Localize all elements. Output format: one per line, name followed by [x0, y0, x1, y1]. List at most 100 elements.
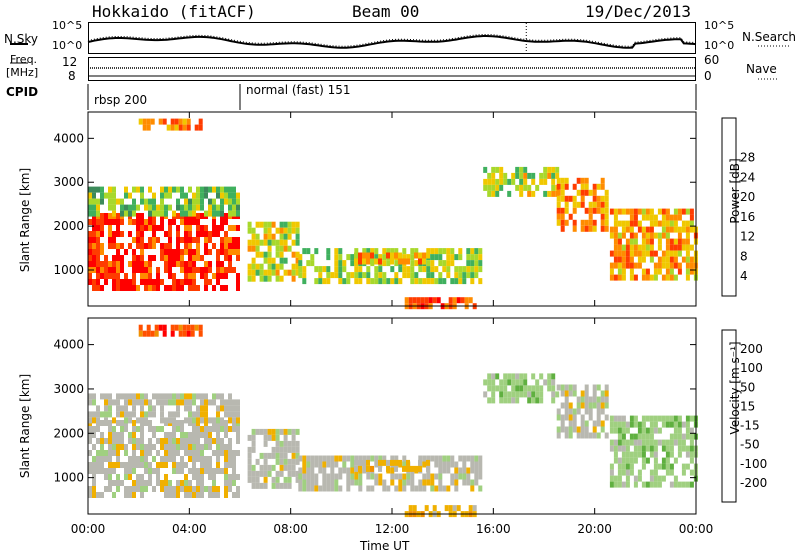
velocity-cell-206 — [176, 486, 180, 492]
power-cell-1172 — [146, 124, 151, 131]
velocity-cell-250 — [196, 426, 200, 432]
velocity-cell-270 — [200, 486, 204, 492]
power-cell-1152 — [428, 297, 433, 304]
velocity-cell-653 — [346, 455, 351, 462]
velocity-cell-520 — [259, 470, 264, 477]
power-cell-470 — [228, 186, 232, 193]
velocity-cell-803 — [366, 459, 370, 466]
velocity-cell-421 — [160, 405, 164, 412]
velocity-cell-548 — [275, 458, 280, 465]
power-cell-995 — [629, 268, 634, 275]
velocity-cell-406 — [140, 417, 144, 424]
power-cell-18 — [92, 261, 96, 267]
power-cell-815 — [499, 172, 504, 179]
power-cell-563 — [287, 269, 292, 276]
power-cell-788 — [398, 252, 402, 259]
velocity-cell-1016 — [621, 481, 626, 488]
power-cell-263 — [196, 255, 200, 261]
velocity-cell-802 — [362, 459, 366, 466]
velocity-cell-1193 — [138, 330, 143, 337]
velocity-cell-1195 — [146, 324, 151, 331]
velocity-cell-1156 — [689, 451, 694, 458]
power-cell-798 — [483, 166, 488, 173]
velocity-cell-1118 — [669, 469, 674, 476]
velocity-cell-182 — [168, 450, 172, 456]
power-cell-294 — [212, 273, 216, 279]
power-cell-258 — [196, 225, 200, 231]
velocity-cell-610 — [310, 461, 315, 468]
velocity-cell-375 — [108, 405, 112, 412]
velocity-cell-931 — [580, 390, 585, 397]
power-cell-257 — [196, 219, 200, 225]
power-cell-684 — [402, 272, 407, 279]
velocity-cell-985 — [609, 481, 614, 488]
power-cell-639 — [366, 248, 371, 255]
velocity-cell-60 — [112, 462, 116, 468]
velocity-cell-149 — [152, 444, 156, 450]
velocity-cell-454 — [196, 393, 200, 400]
velocity-cell-921 — [572, 390, 577, 397]
power-cell-138 — [144, 261, 148, 267]
velocity-cell-920 — [572, 384, 577, 391]
velocity-cell-1015 — [621, 469, 626, 476]
power-cell-862 — [556, 183, 561, 190]
power-cell-1066 — [665, 208, 670, 215]
velocity-cell-590 — [295, 470, 300, 477]
velocity-cell-1023 — [625, 463, 630, 470]
power-cell-509 — [259, 263, 264, 270]
power-cell-693 — [410, 278, 415, 285]
power-cell-721 — [438, 248, 443, 255]
velocity-cell-1075 — [649, 451, 654, 458]
velocity-cell-651 — [342, 461, 347, 468]
power-cell-614 — [338, 272, 343, 279]
power-cell-478 — [232, 204, 236, 211]
velocity-cell-963 — [596, 420, 601, 427]
velocity-cell-1146 — [685, 433, 690, 440]
velocity-cell-835 — [495, 373, 500, 380]
velocity-cell-37 — [104, 438, 108, 444]
power-cell-808 — [491, 184, 496, 191]
velocity-cell-957 — [592, 432, 597, 439]
velocity-cell-773 — [458, 473, 463, 480]
velocity-cell-423 — [160, 417, 164, 424]
velocity-cell-1123 — [673, 433, 678, 440]
power-cell-1045 — [653, 250, 658, 257]
velocity-cell-1213 — [190, 330, 195, 337]
velocity-cell-925 — [572, 426, 577, 433]
power-cell-930 — [600, 219, 605, 226]
velocity-cell-1076 — [649, 469, 654, 476]
velocity-cell-280 — [204, 486, 208, 492]
power-cell-331 — [228, 267, 232, 273]
velocity-cell-328 — [224, 492, 228, 498]
power-cell-302 — [216, 273, 220, 279]
power-cell-498 — [251, 275, 256, 282]
velocity-cell-657 — [346, 485, 351, 492]
velocity-cell-305 — [216, 450, 220, 456]
velocity-cell-533 — [267, 452, 272, 459]
power-cell-616 — [342, 260, 347, 267]
velocity-cell-525 — [263, 452, 268, 459]
velocity-cell-1079 — [653, 415, 658, 422]
velocity-cell-269 — [200, 480, 204, 486]
power-cell-945 — [609, 274, 614, 281]
velocity-cell-513 — [255, 458, 260, 465]
velocity-cell-557 — [279, 464, 284, 471]
power-cell-518 — [263, 269, 268, 276]
power-cell-105 — [132, 237, 136, 243]
power-cell-931 — [600, 225, 605, 232]
power-cell-465 — [220, 204, 224, 211]
power-cell-137 — [144, 243, 148, 249]
velocity-cell-478 — [220, 399, 224, 406]
velocity-cell-688 — [378, 455, 383, 462]
velocity-cell-273 — [204, 426, 208, 432]
power-cell-1018 — [641, 244, 646, 251]
velocity-cell-2 — [88, 432, 92, 438]
velocity-cell-464 — [204, 399, 208, 406]
velocity-cell-408 — [144, 399, 148, 406]
power-cell-89 — [120, 261, 124, 267]
velocity-cell-991 — [613, 451, 618, 458]
velocity-cell-702 — [394, 455, 399, 462]
power-cell-1085 — [669, 262, 674, 269]
velocity-cell-77 — [120, 438, 124, 444]
velocity-cell-820 — [418, 459, 422, 466]
